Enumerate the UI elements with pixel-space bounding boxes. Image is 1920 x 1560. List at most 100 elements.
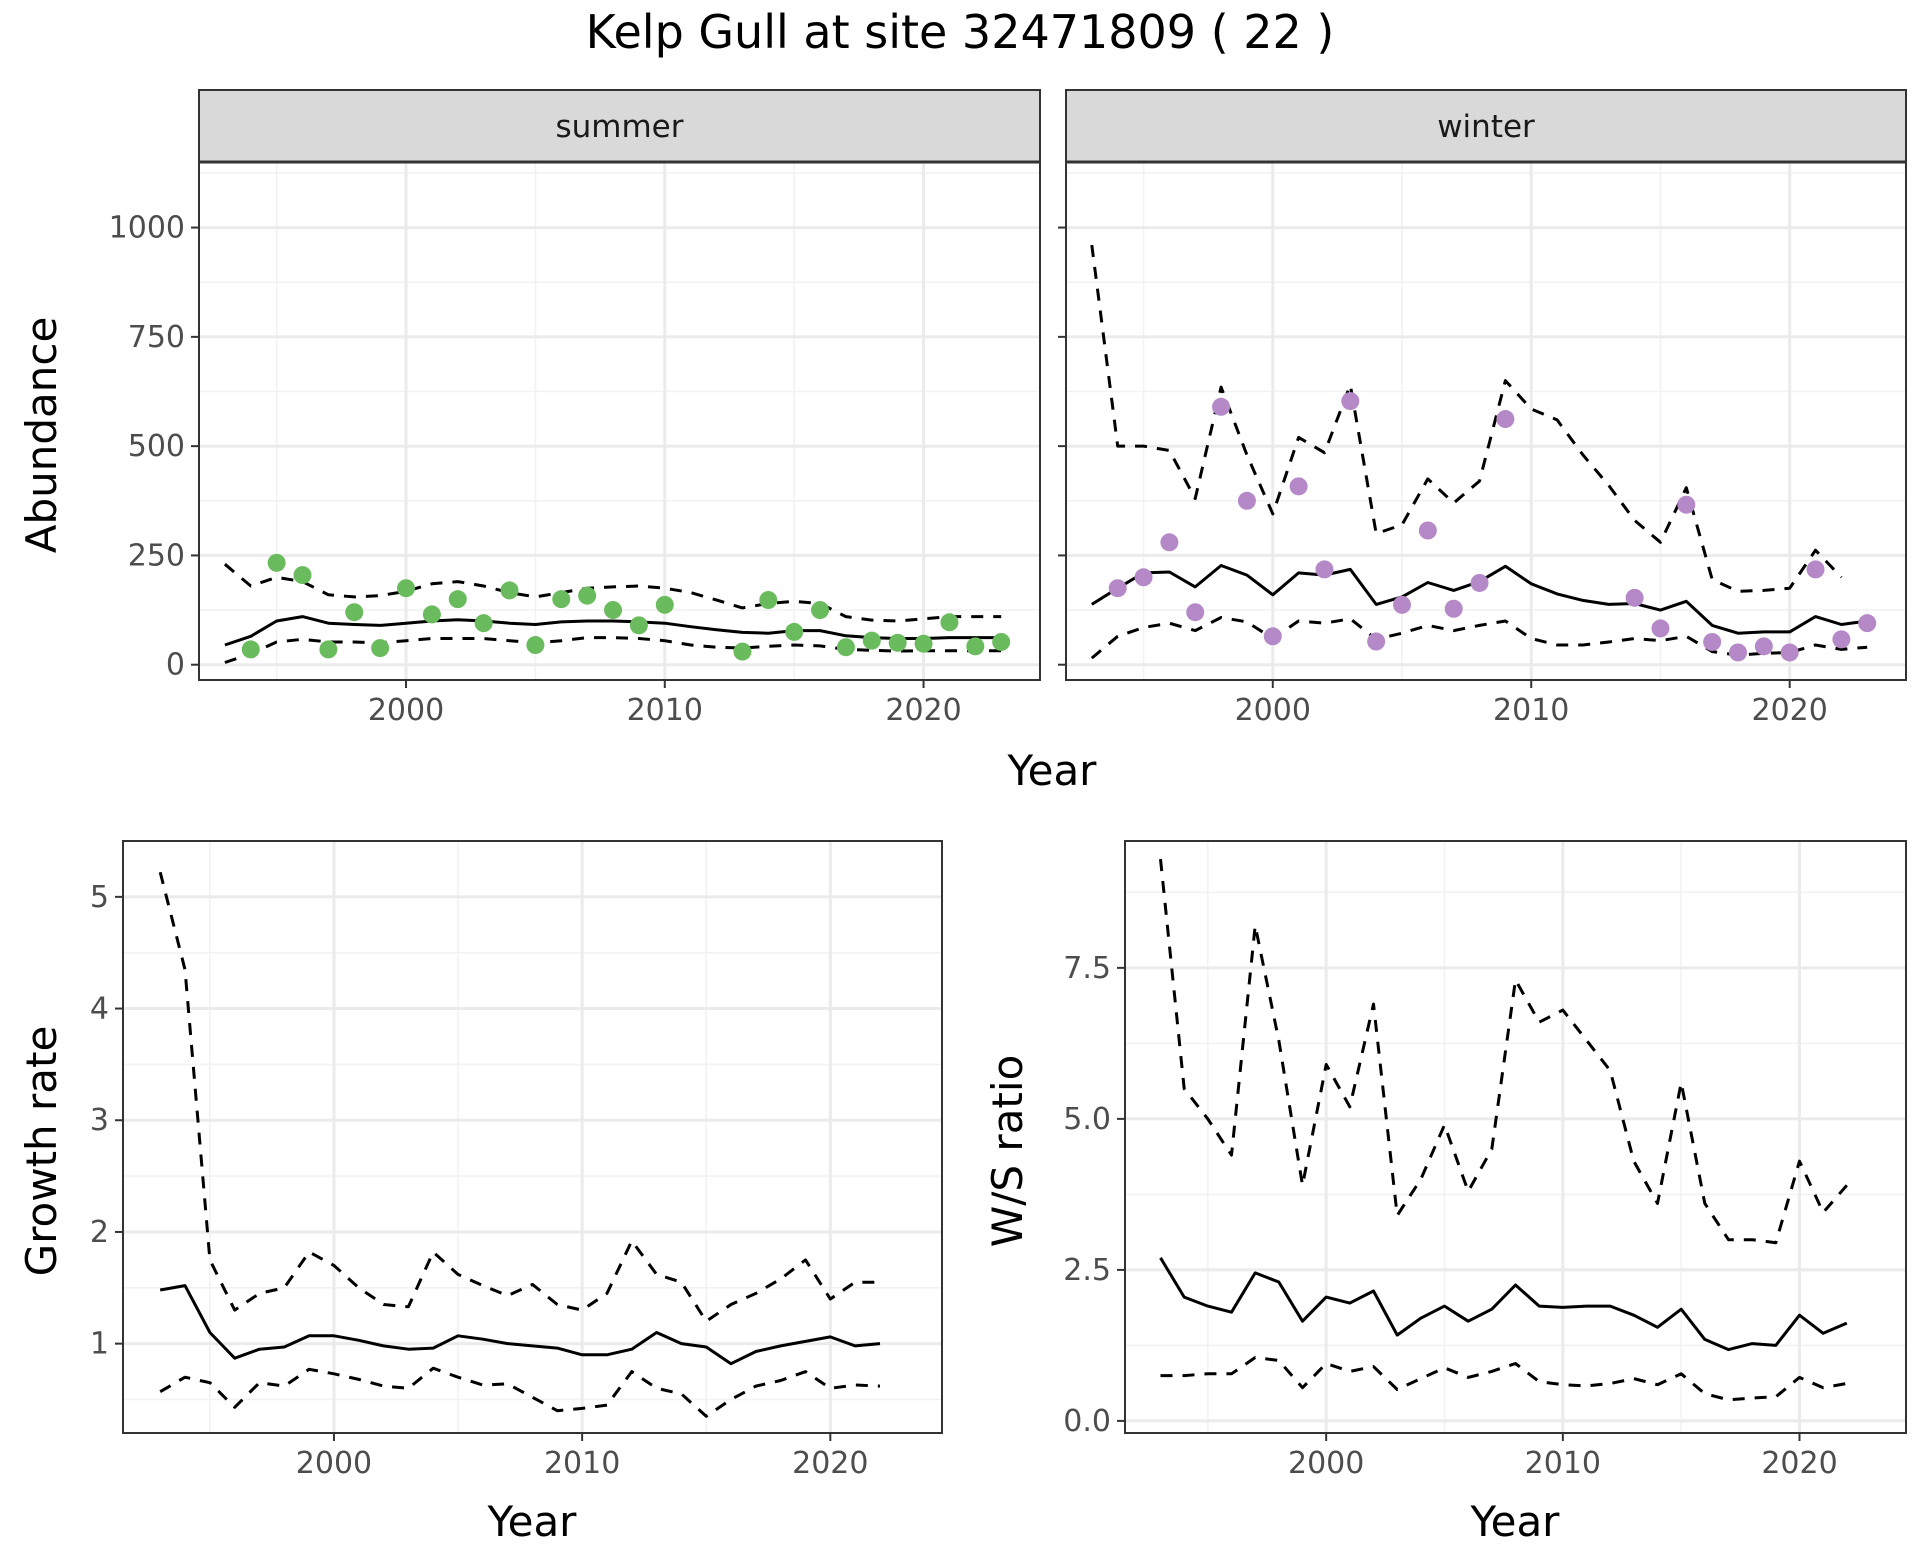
summer-data-point [500, 581, 519, 600]
winter-data-point [1444, 599, 1463, 618]
summer-data-point [604, 601, 623, 620]
panel-border [198, 161, 1041, 681]
winter-data-point [1393, 595, 1411, 614]
x-tick-label: 2020 [1752, 693, 1828, 728]
y-tick-label: 5.0 [1063, 1102, 1111, 1137]
summer-data-point [811, 601, 830, 620]
summer-data-point [785, 622, 804, 641]
x-tick-label: 2000 [368, 693, 444, 728]
panel-border [122, 840, 943, 1434]
x-axis-title: Year [1470, 1497, 1561, 1546]
summer-data-point [629, 616, 648, 635]
summer-data-point [448, 590, 467, 609]
summer-data-point [319, 640, 338, 659]
y-tick-label: 0.0 [1063, 1404, 1111, 1439]
summer-data-point [293, 566, 312, 585]
winter-data-point [1703, 632, 1722, 651]
x-tick-label: 2010 [544, 1446, 620, 1481]
y-tick-label: 0 [166, 648, 185, 683]
summer-data-point [345, 603, 364, 622]
x-tick-label: 2010 [627, 693, 703, 728]
y-tick-label: 250 [128, 538, 185, 573]
winter-data-point [1729, 643, 1747, 662]
x-tick-label: 2000 [1288, 1446, 1364, 1481]
winter-data-point [1651, 619, 1670, 638]
y-tick-label: 5 [90, 880, 109, 915]
facet-label: summer [555, 109, 683, 145]
winter-data-point [1134, 568, 1153, 587]
winter-data-point [1496, 410, 1515, 429]
growth-interval-line-1 [158, 871, 880, 1323]
y-tick-label: 2.5 [1063, 1253, 1111, 1288]
winter-data-point [1237, 491, 1256, 510]
panel-summer: summer 2000 2010 2020 0 250 500 750 1000 Abundanc… [17, 89, 1041, 728]
summer-data-point [759, 591, 778, 610]
x-axis-title-top: Year [1007, 746, 1098, 795]
y-tick-label: 3 [90, 1103, 109, 1138]
winter-data-point [1625, 588, 1644, 607]
summer-data-point [578, 586, 597, 605]
summer-data-point [526, 636, 545, 655]
summer-data-point [733, 642, 752, 661]
plot-title: Kelp Gull at site 32471809 ( 22 ) [586, 5, 1335, 59]
panel-border [1065, 161, 1907, 681]
x-tick-label: 2020 [885, 693, 961, 728]
winter-data-point [1289, 477, 1308, 496]
summer-data-point [397, 579, 416, 598]
summer-data-point [914, 634, 933, 653]
summer-interval-line-2 [224, 636, 1002, 664]
facet-strip [1065, 89, 1907, 163]
winter-data-point [1832, 630, 1851, 649]
x-tick-label: 2000 [1235, 693, 1311, 728]
winter-data-point [1677, 495, 1696, 514]
winter-data-point [1186, 603, 1205, 622]
panel-border [1124, 840, 1907, 1434]
winter-data-point [1470, 573, 1489, 592]
x-tick-label: 2000 [296, 1446, 372, 1481]
summer-data-point [267, 553, 286, 572]
x-tick-label: 2020 [792, 1446, 868, 1481]
x-tick-label: 2020 [1761, 1446, 1837, 1481]
winter-data-point [1806, 560, 1825, 579]
ratio-interval-line-2 [1160, 1356, 1848, 1402]
summer-data-point [888, 633, 907, 652]
summer-data-point [371, 639, 390, 658]
y-axis-title: Growth rate [17, 1026, 66, 1277]
y-tick-label: 500 [128, 429, 185, 464]
x-tick-label: 2010 [1525, 1446, 1601, 1481]
winter-data-point [1754, 637, 1773, 656]
y-tick-label: 1000 [109, 211, 185, 246]
winter-data-point [1212, 397, 1231, 416]
summer-data-point [940, 613, 959, 632]
growth-estimate-line [159, 1284, 881, 1366]
y-axis-title: Abundance [17, 317, 66, 554]
panel-ratio: 2000 2010 2020 0.0 2.5 5.0 7.5 W/S ratio Year [983, 840, 1907, 1546]
summer-data-point [552, 590, 571, 609]
winter-data-point [1367, 632, 1386, 651]
y-tick-label: 750 [128, 320, 185, 355]
panel-growth: 2000 2010 2020 1 2 3 4 5 Growth rate Year [17, 840, 943, 1546]
summer-data-point [422, 605, 441, 624]
winter-data-point [1858, 614, 1877, 633]
summer-data-point [836, 638, 855, 657]
winter-data-point [1160, 533, 1179, 552]
winter-data-point [1780, 643, 1799, 662]
winter-data-point [1108, 579, 1127, 598]
x-axis-title: Year [487, 1497, 578, 1546]
y-tick-label: 4 [90, 992, 109, 1027]
panel-winter: winter 2000 2010 2020 [1058, 89, 1907, 728]
summer-data-point [241, 640, 260, 659]
growth-interval-line-2 [159, 1366, 881, 1418]
winter-data-point [1263, 627, 1282, 646]
y-axis-title: W/S ratio [983, 1055, 1032, 1248]
y-tick-label: 7.5 [1063, 951, 1111, 986]
winter-data-point [1418, 521, 1437, 540]
summer-data-point [966, 637, 985, 656]
x-tick-label: 2010 [1493, 693, 1569, 728]
winter-interval-line-1 [1090, 244, 1843, 593]
facet-label: winter [1437, 109, 1535, 145]
summer-data-point [992, 632, 1011, 651]
ratio-estimate-line [1159, 1257, 1848, 1352]
summer-data-point [655, 595, 674, 614]
